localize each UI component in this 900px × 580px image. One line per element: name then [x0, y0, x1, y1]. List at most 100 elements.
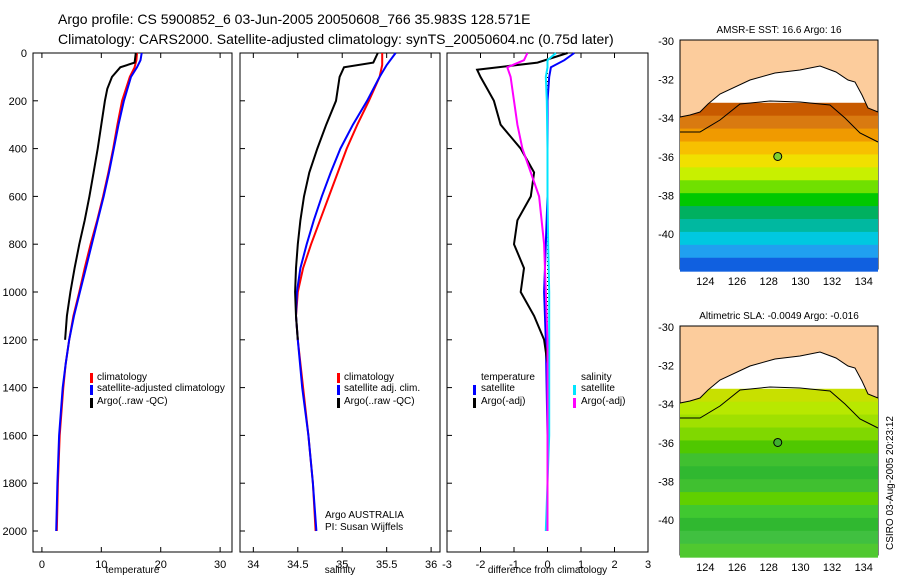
annotation: Argo AUSTRALIA — [325, 510, 404, 521]
y-tick-label: -40 — [658, 515, 674, 527]
y-tick-label: -38 — [658, 190, 674, 202]
x-tick-label: 128 — [760, 562, 778, 574]
x-tick-label: 35 — [336, 559, 348, 571]
x-tick-label: 0 — [544, 559, 550, 571]
title-line2: Climatology: CARS2000. Satellite-adjuste… — [58, 31, 614, 47]
x-tick-label: 30 — [214, 559, 226, 571]
legend-swatch — [90, 398, 93, 408]
sst-map — [679, 39, 879, 272]
map-color-band — [680, 154, 878, 169]
map-color-band — [680, 388, 878, 403]
map-sst-title: AMSR-E SST: 16.6 Argo: 16 — [716, 25, 841, 36]
contour-line — [680, 386, 879, 429]
side-label: CSIRO 03-Aug-2005 20:23:12 — [885, 416, 896, 550]
x-tick-label: 10 — [95, 559, 107, 571]
x-tick-label: 134 — [855, 562, 873, 574]
legend-swatch — [337, 373, 340, 383]
map-color-band — [680, 167, 878, 182]
legend-swatch — [337, 385, 340, 395]
x-tick-label: 35.5 — [376, 559, 397, 571]
legend-label: Argo(..raw -QC) — [344, 396, 415, 407]
map-color-band — [680, 193, 878, 208]
series-line-salinity-argo-adj- — [506, 52, 549, 531]
y-tick-label: 1400 — [3, 383, 27, 395]
y-tick-label: -34 — [658, 113, 674, 125]
x-tick-label: 132 — [823, 562, 841, 574]
series-line-climatology — [55, 52, 138, 532]
map-color-band — [680, 530, 878, 545]
y-tick-label: -40 — [658, 229, 674, 241]
x-axis-label: temperature — [106, 565, 160, 576]
title-line1: Argo profile: CS 5900852_6 03-Jun-2005 2… — [58, 11, 531, 27]
y-tick-label: 200 — [9, 96, 27, 108]
map-color-band — [680, 231, 878, 246]
legend-label: satellite — [481, 383, 515, 394]
map-color-band — [680, 479, 878, 494]
map-color-band — [680, 141, 878, 156]
map-color-band — [680, 453, 878, 468]
map-color-band — [680, 517, 878, 532]
map-color-band — [680, 427, 878, 442]
map-color-band — [680, 219, 878, 233]
x-tick-label: 128 — [760, 276, 778, 288]
legend-swatch — [473, 385, 476, 395]
legend-swatch — [473, 398, 476, 408]
map-sla-title: Altimetric SLA: -0.0049 Argo: -0.016 — [699, 311, 859, 322]
map-color-band — [680, 102, 878, 117]
land-mass — [679, 325, 879, 404]
y-tick-label: -30 — [658, 36, 674, 48]
x-tick-label: 134 — [855, 276, 873, 288]
y-tick-label: -36 — [658, 152, 674, 164]
map-color-band — [680, 257, 878, 272]
x-tick-label: 34 — [247, 559, 259, 571]
contour-line — [680, 100, 879, 143]
legend-label: satellite-adjusted climatology — [97, 383, 225, 394]
map-color-band — [680, 466, 878, 481]
map-color-band — [680, 244, 878, 259]
x-tick-label: 126 — [728, 562, 746, 574]
x-tick-label: 130 — [791, 276, 809, 288]
map-color-band — [680, 180, 878, 195]
legend-swatch — [573, 398, 576, 408]
series-line-argo-raw-qc- — [64, 52, 137, 340]
y-tick-label: 1000 — [3, 287, 27, 299]
x-tick-label: -2 — [476, 559, 486, 571]
x-tick-label: -1 — [509, 559, 519, 571]
y-tick-label: 2000 — [3, 526, 27, 538]
legend-label: satellite — [581, 383, 615, 394]
legend-heading: temperature — [481, 372, 535, 383]
y-tick-label: -38 — [658, 476, 674, 488]
legend-swatch — [337, 398, 340, 408]
x-tick-label: 36 — [425, 559, 437, 571]
x-tick-label: 132 — [823, 276, 841, 288]
map-color-band — [680, 440, 878, 455]
series-line-satellite-adjusted-climatology — [55, 52, 143, 532]
series-line-salinity-satellite — [544, 52, 557, 532]
legend-swatch — [90, 373, 93, 383]
plot-frame — [32, 52, 233, 553]
map-color-band — [680, 414, 878, 429]
x-axis-label: salinity — [325, 565, 356, 576]
legend-label: Argo(-adj) — [581, 396, 625, 407]
y-tick-label: -34 — [658, 399, 674, 411]
y-tick-label: 800 — [9, 239, 27, 251]
legend-label: satellite adj. clim. — [344, 383, 420, 394]
x-axis-label: difference from climatology — [488, 565, 607, 576]
legend-swatch — [90, 385, 93, 395]
x-tick-label: 0 — [39, 559, 45, 571]
x-tick-label: 1 — [578, 559, 584, 571]
argo-position-marker — [773, 151, 783, 161]
map-color-band — [680, 505, 878, 519]
plot-frame — [239, 52, 441, 553]
y-tick-label: 400 — [9, 144, 27, 156]
y-tick-label: 600 — [9, 191, 27, 203]
map-color-band — [680, 401, 878, 416]
y-tick-label: 1800 — [3, 478, 27, 490]
series-line-argo-raw-qc- — [294, 52, 379, 340]
y-tick-label: -32 — [658, 75, 674, 87]
map-color-band — [680, 128, 878, 143]
argo-position-marker — [773, 437, 783, 447]
legend-label: climatology — [344, 372, 394, 383]
x-tick-label: 124 — [696, 276, 714, 288]
